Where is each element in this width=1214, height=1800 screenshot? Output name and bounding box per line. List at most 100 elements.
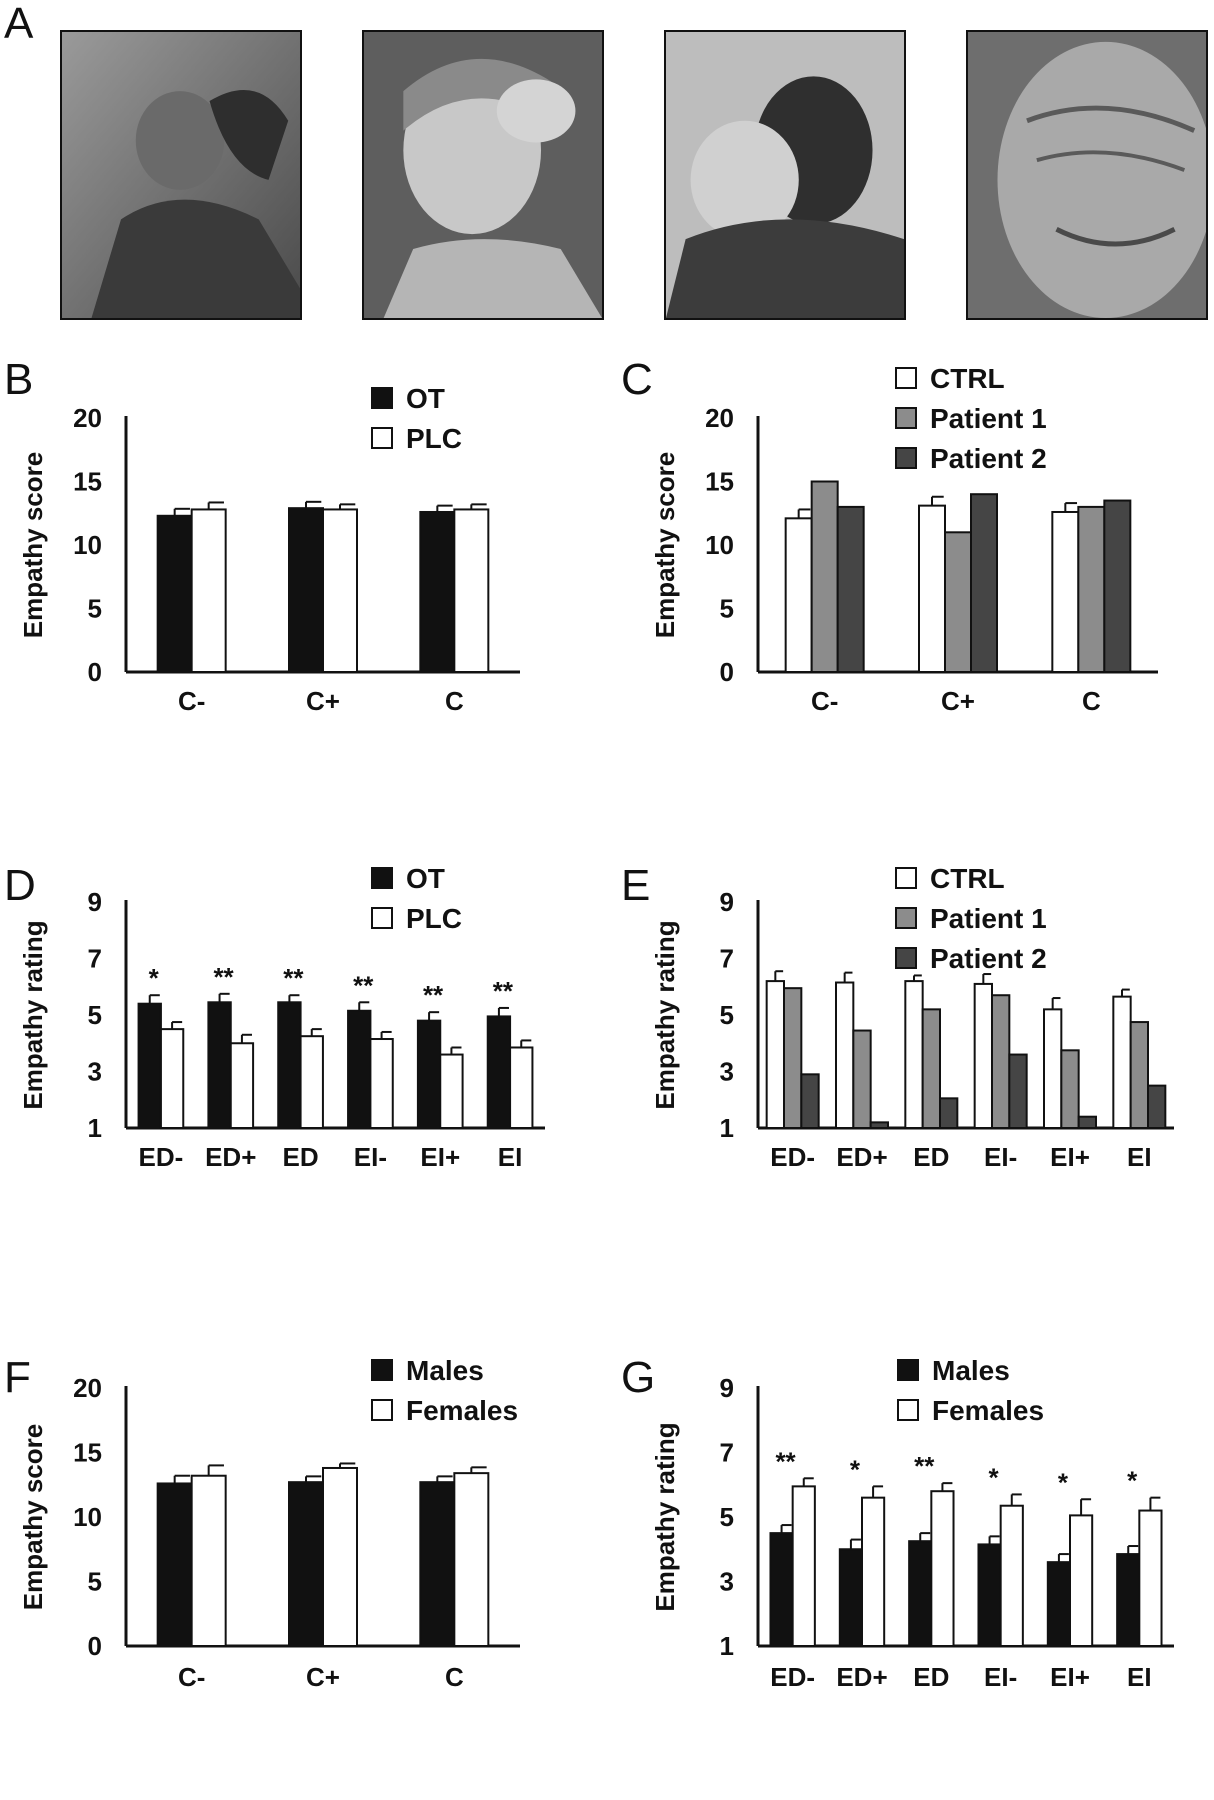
bar [1069,1514,1094,1647]
bar [861,1496,886,1647]
chart-b: 0 5 10 15 20 Empathy score C- C+ C OT PLC [18,383,520,716]
elderly-man-photo [966,30,1208,320]
legend-label: OT [406,383,445,414]
panel-letter-f: F [4,1353,31,1402]
x-tick-label: ED+ [836,1142,887,1172]
significance-marker: ** [213,962,234,992]
panel-letter-d: D [4,861,36,910]
panel-letter-b: B [4,355,34,404]
bar [137,1002,162,1129]
x-tick-label: EI- [354,1142,387,1172]
x-tick-label: ED- [770,1662,815,1692]
y-axis-label: Empathy rating [650,920,680,1109]
chart-c: 0 5 10 15 20 Empathy score C- C+ C CTRL Patient 1 P… [650,363,1158,716]
bar [156,1482,193,1647]
bar [277,1001,302,1130]
bar [369,1038,394,1129]
bar [509,1046,534,1129]
bar [904,980,924,1129]
significance-marker: * [850,1454,861,1484]
bar [1060,1049,1080,1129]
y-tick-label: 9 [720,887,734,917]
panel-letter-a: A [4,0,34,48]
legend-swatch [895,447,917,469]
bar [207,1001,232,1130]
x-tick-label: EI [1127,1142,1152,1172]
y-axis-label: Empathy score [18,452,48,638]
y-axis-label: Empathy rating [18,920,48,1109]
y-tick-label: 15 [705,467,734,497]
bar [973,982,993,1129]
significance-marker: * [1127,1466,1138,1496]
bar [1129,1021,1150,1129]
significance-marker: ** [283,963,304,993]
bar [1008,1053,1028,1129]
x-tick-label: ED+ [205,1142,256,1172]
legend-label: Patient 2 [930,943,1047,974]
significance-marker: ** [353,970,374,1000]
chart-f: 0 5 10 15 20 Empathy score C- C+ C Males Females [18,1355,520,1692]
legend-label: CTRL [930,363,1005,394]
chart-e: 1 3 5 7 9 Empathy rating ED- ED+ ED EI- EI+ EI CTRL P… [650,863,1174,1172]
bar [1138,1509,1163,1647]
x-tick-label: ED [913,1142,949,1172]
bar [1046,1561,1071,1647]
legend-label: PLC [406,903,462,934]
x-tick-label: C- [178,686,205,716]
x-tick-label: C+ [941,686,975,716]
y-tick-label: 0 [88,1631,102,1661]
legend-label: Patient 1 [930,903,1047,934]
y-tick-label: 0 [720,657,734,687]
bar [939,1097,959,1129]
y-tick-label: 1 [720,1631,734,1661]
x-tick-label: ED- [139,1142,184,1172]
legend-swatch [895,867,917,889]
legend-swatch [371,387,393,409]
bar [836,505,865,673]
legend-label: Patient 2 [930,443,1047,474]
significance-marker: ** [493,976,514,1006]
soldier-grief-photo [60,30,302,320]
bar [977,1543,1002,1648]
y-tick-label: 1 [720,1113,734,1143]
bar [229,1042,255,1129]
bar [791,1485,816,1647]
x-tick-label: EI+ [420,1142,460,1172]
bar [322,508,358,673]
x-tick-label: EI [498,1142,523,1172]
bar [869,1121,890,1130]
y-axis-label: Empathy rating [650,1422,680,1611]
bar [190,508,227,673]
y-axis-label: Empathy score [18,1424,48,1610]
bar [784,517,813,673]
bar [1147,1084,1167,1129]
bar [800,1073,820,1129]
y-tick-label: 5 [88,594,102,624]
x-tick-label: C- [811,686,838,716]
x-tick-label: C+ [306,686,340,716]
bar [486,1015,512,1130]
legend-swatch [895,907,917,929]
x-tick-label: ED [913,1662,949,1692]
bar [765,980,786,1129]
y-tick-label: 5 [88,1567,102,1597]
y-tick-label: 10 [73,1502,102,1532]
y-tick-label: 20 [73,1373,102,1403]
bar [322,1466,358,1648]
y-tick-label: 20 [73,403,102,433]
y-tick-label: 5 [88,1000,102,1030]
y-axis-label: Empathy score [650,452,680,638]
legend-swatch [895,407,917,429]
x-tick-label: ED+ [836,1662,887,1692]
y-tick-label: 0 [88,657,102,687]
crying-girl-photo [362,30,604,320]
legend-swatch [371,1359,393,1381]
y-tick-label: 7 [720,944,734,974]
bar [419,510,456,673]
bar [838,1548,864,1647]
chart-d: 1 3 5 7 9 Empathy rating * ED- ** ED+ ** ED ** EI- ** E… [18,863,545,1172]
legend-swatch [895,367,917,389]
x-tick-label: ED [283,1142,319,1172]
legend-label: Patient 1 [930,403,1047,434]
bar [288,507,324,673]
